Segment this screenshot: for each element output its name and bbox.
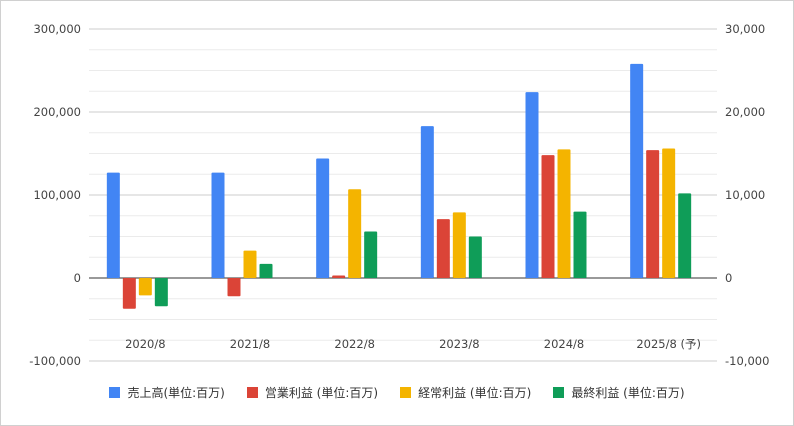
bar: [678, 193, 692, 278]
bar: [227, 278, 241, 297]
left-axis-tick-label: -100,000: [29, 354, 81, 368]
left-axis-tick-label: 200,000: [33, 105, 81, 119]
bar: [316, 158, 330, 278]
right-axis-tick-label: 20,000: [725, 105, 765, 119]
legend-label: 最終利益 (単位:百万): [571, 386, 685, 400]
bar: [243, 250, 257, 278]
bar: [468, 236, 482, 278]
bar: [106, 172, 120, 278]
bar-chart: -100,000 0 100,000 200,000 300,000 -10,000 0 10…: [29, 22, 769, 368]
bar: [211, 172, 225, 278]
bar: [557, 149, 571, 278]
right-axis-tick-label: -10,000: [725, 354, 769, 368]
legend-label: 売上高(単位:百万): [127, 386, 225, 400]
x-axis-tick-label: 2023/8: [439, 337, 479, 351]
legend-item: 営業利益 (単位:百万): [246, 384, 379, 401]
bar: [630, 63, 644, 278]
legend-swatch: [109, 387, 121, 398]
legend-item: 最終利益 (単位:百万): [553, 384, 685, 401]
legend-label: 営業利益 (単位:百万): [264, 386, 379, 400]
legend-item: 売上高(単位:百万): [109, 384, 225, 401]
bar: [332, 275, 346, 278]
bar: [259, 263, 273, 278]
x-axis-tick-label: 2022/8: [334, 337, 374, 351]
bar: [420, 126, 434, 278]
legend: 売上高(単位:百万) 営業利益 (単位:百万) 経常利益 (単位:百万) 最終利益 (…: [0, 384, 794, 401]
x-axis-tick-label: 2020/8: [125, 337, 165, 351]
bar: [364, 231, 378, 278]
bar: [348, 189, 362, 278]
left-axis-tick-label: 100,000: [33, 188, 81, 202]
legend-label: 経常利益 (単位:百万): [418, 386, 532, 400]
x-axis-tick-label: 2025/8 (予): [636, 337, 701, 351]
legend-swatch: [246, 387, 258, 398]
bar: [541, 155, 555, 278]
x-axis-tick-label: 2021/8: [230, 337, 270, 351]
bar: [122, 278, 136, 309]
bar: [646, 150, 660, 278]
legend-item: 経常利益 (単位:百万): [400, 384, 531, 401]
legend-swatch: [553, 387, 565, 398]
legend-swatch: [400, 387, 412, 398]
right-axis-tick-label: 30,000: [725, 22, 765, 36]
bar: [138, 278, 152, 296]
x-axis-tick-label: 2024/8: [544, 337, 584, 351]
bar: [662, 148, 676, 278]
bar: [573, 211, 587, 278]
left-axis-tick-label: 0: [74, 271, 81, 285]
right-axis-tick-label: 0: [725, 271, 732, 285]
right-axis-tick-label: 10,000: [725, 188, 765, 202]
bar: [452, 212, 466, 278]
bar: [525, 92, 539, 278]
left-axis-tick-label: 300,000: [33, 22, 81, 36]
bar: [436, 219, 450, 278]
bar: [154, 278, 168, 307]
